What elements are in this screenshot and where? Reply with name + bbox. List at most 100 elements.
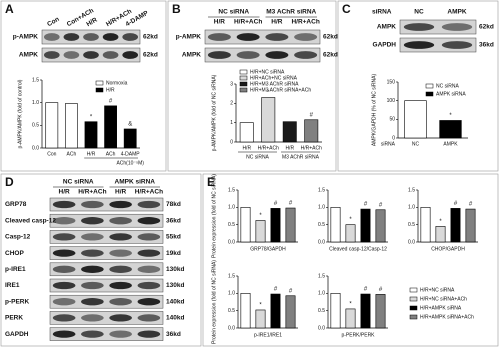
panel-frame <box>0 0 167 172</box>
blot-strip <box>49 246 164 260</box>
y-tick-label: 0.0 <box>32 145 39 151</box>
blot-band <box>109 233 132 241</box>
x-axis-label: GRP78/GAPDH <box>250 246 286 252</box>
y-tick-label: 0.5 <box>408 222 415 228</box>
significance-mark: * <box>259 213 262 219</box>
blot-band <box>137 330 161 338</box>
y-tick-label: 0.0 <box>318 239 325 245</box>
x-axis-label: CHOP/GAPDH <box>431 246 465 252</box>
blot-band <box>265 51 289 59</box>
bar <box>465 208 476 243</box>
protein-label: GRP78 <box>5 201 27 208</box>
x-tick-label: AMPK <box>443 141 458 147</box>
panel-letter: E <box>207 175 215 189</box>
legend-swatch <box>239 81 248 87</box>
protein-label: PERK <box>5 315 23 322</box>
protein-label: CHOP <box>5 250 24 257</box>
legend-swatch <box>425 91 434 97</box>
blot-strip <box>49 311 164 325</box>
bar <box>345 308 356 329</box>
bar <box>282 121 297 143</box>
x-axis-label: siRNA <box>381 141 396 147</box>
y-tick-label: 100 <box>387 98 396 104</box>
significance-mark: * <box>349 302 352 308</box>
bar <box>270 293 281 329</box>
legend-label: H/R+NC siRNA <box>250 69 285 75</box>
blot-band <box>81 281 104 290</box>
significance-mark: # <box>289 288 293 294</box>
group-label: AMPK siRNA <box>115 179 156 186</box>
protein-label: IRE1 <box>5 282 20 289</box>
size-label: 130kd <box>166 282 184 289</box>
significance-mark: # <box>289 201 293 207</box>
blot-strip <box>204 29 321 45</box>
y-tick-label: 0 <box>230 139 233 145</box>
y-tick-label: 50 <box>389 117 395 123</box>
y-tick-label: 0.0 <box>228 325 235 331</box>
blot-band <box>81 217 104 225</box>
bar <box>435 226 446 243</box>
x-tick-label: NC <box>412 141 420 147</box>
blot-band <box>102 33 119 41</box>
legend-label: H/R+NC siRNA+ACh <box>420 296 467 302</box>
blot-band <box>52 233 76 241</box>
x-tick-label: Con <box>47 151 56 157</box>
size-label: 62kd <box>143 52 158 59</box>
blot-band <box>122 51 139 59</box>
blot-band <box>109 265 132 273</box>
significance-mark: # <box>310 112 314 118</box>
blot-band <box>81 233 104 241</box>
blot-band <box>81 298 104 306</box>
blot-band <box>109 200 132 209</box>
blot-band <box>63 33 80 41</box>
significance-mark: * <box>449 113 452 119</box>
legend-label: AMPK siRNA <box>436 91 466 97</box>
size-label: 140kd <box>166 315 184 322</box>
y-tick-label: 0.0 <box>408 239 415 245</box>
blot-strip <box>204 47 321 63</box>
size-label: 62kd <box>143 34 158 41</box>
blot-band <box>81 200 104 209</box>
blot-band <box>294 51 318 59</box>
size-label: 19kd <box>166 250 181 257</box>
blot-strip <box>49 230 164 244</box>
note: ACh(10⁻⁵M) <box>116 160 144 166</box>
blot-band <box>109 281 132 290</box>
size-label: 62kd <box>323 52 338 59</box>
panel-frame <box>337 0 499 172</box>
blot-band <box>109 249 132 257</box>
significance-mark: * <box>349 217 352 223</box>
blot-band <box>109 314 132 322</box>
y-tick-label: 0.0 <box>318 325 325 331</box>
blot-strip <box>49 213 164 228</box>
panel-letter: C <box>342 2 351 16</box>
bar <box>375 294 386 329</box>
legend-swatch <box>239 75 248 81</box>
y-tick-label: 1 <box>230 120 233 126</box>
column-label: NC <box>414 9 424 16</box>
bar <box>285 207 296 243</box>
column-label: H/R+ACh <box>135 189 163 196</box>
significance-mark: # <box>364 287 368 293</box>
protein-label: p-AMPK <box>13 34 39 41</box>
blot-band <box>52 200 76 209</box>
blot-band <box>236 33 260 41</box>
protein-label: Casp-12 <box>5 234 31 241</box>
legend-label: H/R+NC siRNA <box>420 287 455 293</box>
y-axis-label: p-AMPK/AMPK (fold of control) <box>17 79 23 148</box>
bar <box>240 207 251 243</box>
blot-band <box>441 41 473 49</box>
blot-header: siRNA <box>372 9 392 16</box>
blot-band <box>441 23 473 31</box>
y-tick-label: 0.5 <box>318 222 325 228</box>
bar <box>65 103 78 149</box>
bar <box>420 207 431 243</box>
x-tick-label: H/R <box>87 151 96 157</box>
significance-mark: * <box>259 303 262 309</box>
significance-mark: # <box>379 202 383 208</box>
y-tick-label: 1.0 <box>32 100 39 106</box>
bar <box>45 102 59 149</box>
y-tick-label: 0.5 <box>32 123 39 129</box>
blot-band <box>137 314 161 322</box>
